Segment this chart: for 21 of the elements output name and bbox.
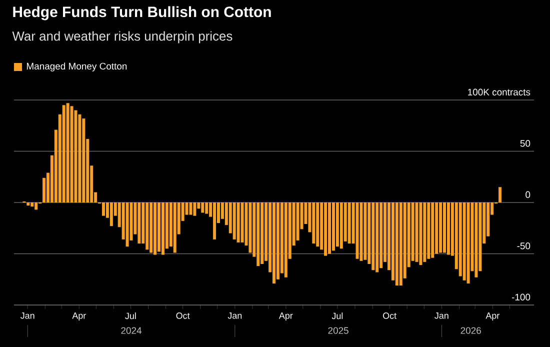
chart-subtitle: War and weather risks underpin prices xyxy=(12,31,232,44)
text: 2026 xyxy=(460,327,481,334)
y-tick-label: -100 xyxy=(512,294,530,300)
y-tick-label: 100K contracts xyxy=(468,88,530,96)
text: 2025 xyxy=(328,327,348,334)
x-tick-label: Jan xyxy=(434,312,448,319)
y-tick-label: 50 xyxy=(520,140,530,147)
x-tick-label: Jul xyxy=(125,312,136,320)
text: 2024 xyxy=(121,327,142,334)
y-tick-label: 0 xyxy=(526,191,530,198)
y-tick-label: -50 xyxy=(517,242,530,250)
x-tick-label: Apr xyxy=(72,312,86,321)
x-tick-label: Apr xyxy=(278,312,293,321)
x-tick-label: Oct xyxy=(383,312,396,319)
x-tick-label: Jan xyxy=(20,312,34,319)
x-tick-label: Oct xyxy=(176,312,190,319)
x-tick-label: Jul xyxy=(332,312,343,320)
x-tick-label: Jan xyxy=(228,312,242,319)
legend-label: Managed Money Cotton xyxy=(26,62,127,72)
x-tick-label: Apr xyxy=(486,312,500,321)
chart-title: Hedge Funds Turn Bullish on Cotton xyxy=(13,6,271,20)
